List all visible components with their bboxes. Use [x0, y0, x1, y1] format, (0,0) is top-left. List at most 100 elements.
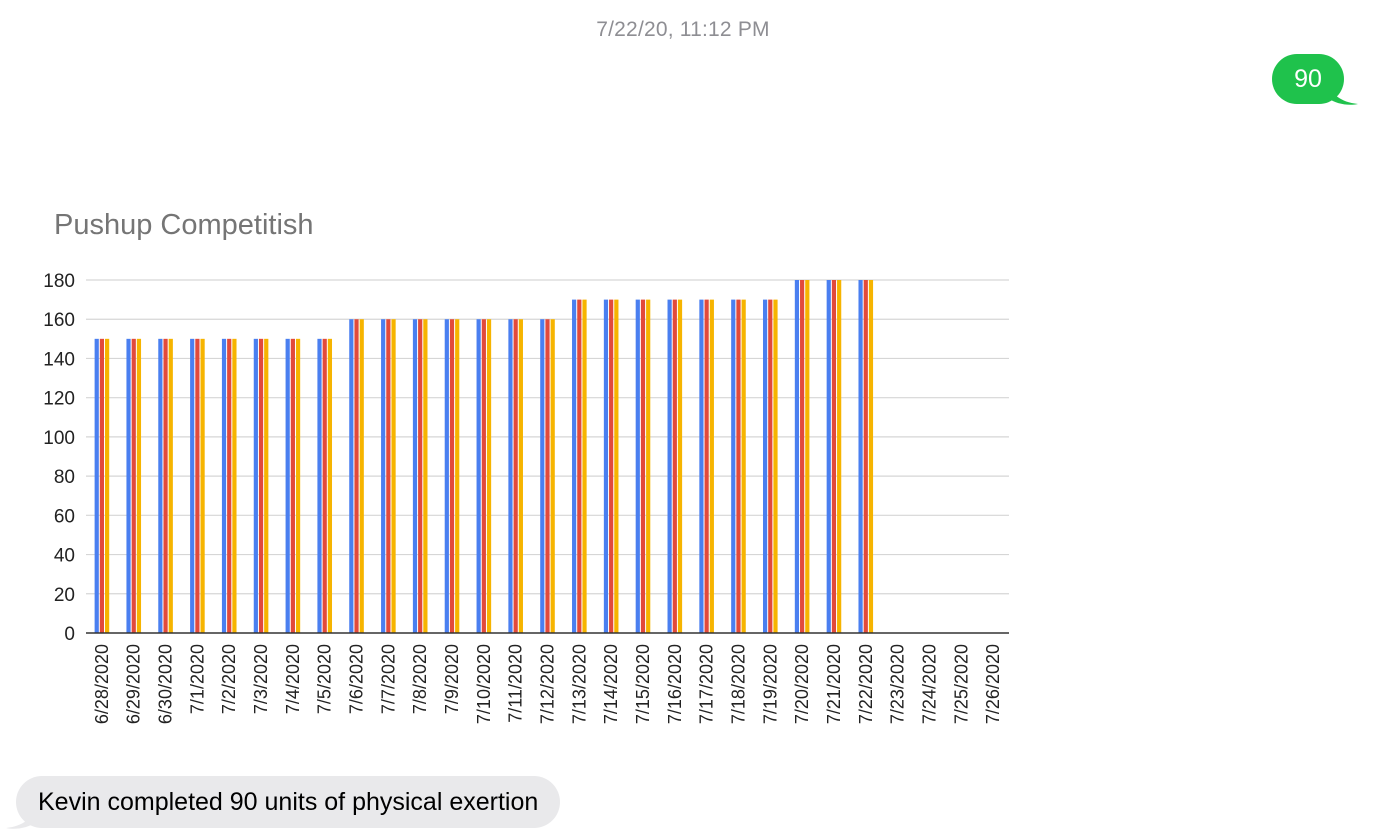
bar-series-2-7/13/2020: [577, 299, 582, 633]
x-tick-label: 7/25/2020: [951, 644, 971, 724]
bar-series-3-7/22/2020: [868, 280, 874, 633]
bar-series-3-6/28/2020: [105, 338, 110, 633]
x-tick-label: 7/22/2020: [856, 644, 876, 724]
bar-series-1-7/2/2020: [221, 338, 227, 633]
bar-series-1-7/6/2020: [349, 319, 354, 633]
x-tick-label: 7/16/2020: [665, 644, 685, 724]
y-axis-ticks: 0 20 40 60 80 100 120 140 160 180: [43, 271, 75, 645]
bar-series-2-7/9/2020: [449, 319, 455, 633]
bar-series-1-7/17/2020: [699, 299, 704, 633]
x-tick-label: 6/28/2020: [92, 644, 112, 724]
x-tick-label: 7/5/2020: [315, 644, 335, 714]
bar-series-1-7/3/2020: [253, 338, 258, 633]
bar-series-1-7/19/2020: [762, 299, 768, 633]
bar-series-2-7/2/2020: [227, 338, 232, 633]
bar-series-1-7/13/2020: [572, 299, 577, 633]
bar-series-3-7/6/2020: [359, 319, 364, 633]
bar-series-1-7/8/2020: [412, 319, 418, 633]
x-tick-label: 7/12/2020: [538, 644, 558, 724]
y-tick-label: 80: [54, 467, 75, 488]
bar-series-1-7/11/2020: [508, 319, 513, 633]
bar-series-1-7/12/2020: [540, 319, 545, 633]
bar-series-2-7/14/2020: [609, 299, 614, 633]
bar-series-1-7/10/2020: [476, 319, 481, 633]
x-tick-label: 7/24/2020: [919, 644, 939, 724]
incoming-bubble-tail: [6, 806, 36, 829]
chart-title: Pushup Competitish: [54, 209, 314, 241]
bar-series-1-6/29/2020: [126, 338, 131, 633]
bar-series-2-7/15/2020: [640, 299, 646, 633]
bar-series-1-7/1/2020: [190, 338, 195, 633]
bar-series-3-7/18/2020: [741, 299, 746, 633]
y-tick-label: 120: [43, 389, 75, 410]
y-tick-label: 180: [43, 271, 75, 292]
bar-series-3-7/9/2020: [455, 319, 460, 633]
message-timestamp: 7/22/20, 11:12 PM: [596, 18, 770, 41]
y-tick-label: 100: [43, 428, 75, 449]
bar-series-2-7/4/2020: [290, 338, 295, 633]
x-tick-label: 7/7/2020: [378, 644, 398, 714]
bar-series-3-7/13/2020: [582, 299, 587, 633]
bar-series-3-7/21/2020: [837, 280, 842, 633]
bar-series-2-6/28/2020: [99, 338, 105, 633]
x-tick-label: 6/30/2020: [156, 644, 176, 724]
bar-series-3-7/19/2020: [773, 299, 778, 633]
x-tick-label: 7/6/2020: [347, 644, 367, 714]
bar-series-1-7/14/2020: [603, 299, 609, 633]
bar-series-1-7/15/2020: [635, 299, 640, 633]
bar-series-2-7/10/2020: [481, 319, 486, 633]
bar-series-1-7/7/2020: [381, 319, 386, 633]
x-tick-label: 7/3/2020: [251, 644, 271, 714]
bar-series-2-7/1/2020: [195, 338, 200, 633]
bar-series-2-7/12/2020: [545, 319, 550, 633]
bar-series-2-7/21/2020: [831, 280, 837, 633]
bar-series-3-7/4/2020: [295, 338, 301, 633]
bar-series-3-7/14/2020: [614, 299, 619, 633]
bar-series-2-7/5/2020: [322, 338, 327, 633]
x-tick-label: 7/9/2020: [442, 644, 462, 714]
bar-series-3-7/3/2020: [264, 338, 269, 633]
bar-series-1-6/30/2020: [158, 338, 163, 633]
bar-series-1-7/9/2020: [444, 319, 449, 633]
bar-series-1-6/28/2020: [94, 338, 99, 633]
bar-series-2-6/29/2020: [131, 338, 136, 633]
x-tick-label: 7/20/2020: [792, 644, 812, 724]
bar-series-1-7/22/2020: [858, 280, 863, 633]
x-tick-label: 7/8/2020: [410, 644, 430, 714]
x-tick-label: 7/17/2020: [697, 644, 717, 724]
bar-series-1-7/20/2020: [794, 280, 800, 633]
bar-series-3-7/1/2020: [200, 338, 205, 633]
y-tick-label: 40: [54, 546, 75, 567]
x-tick-label: 7/18/2020: [728, 644, 748, 724]
x-tick-label: 7/26/2020: [983, 644, 1003, 724]
x-tick-label: 7/11/2020: [506, 644, 526, 723]
incoming-message-bubble[interactable]: Kevin completed 90 units of physical exe…: [16, 776, 561, 828]
x-axis-ticks: 6/28/2020 6/29/2020 6/30/2020 7/1/2020 7/2/2…: [92, 644, 1003, 724]
bar-series-3-6/30/2020: [168, 338, 173, 633]
chart-image[interactable]: Pushup Competitish 0 20 40 60 80 100 120 140 160…: [20, 196, 1030, 756]
bar-series-1-7/16/2020: [667, 299, 672, 633]
bar-series-2-7/3/2020: [258, 338, 264, 633]
bar-series-2-7/16/2020: [672, 299, 677, 633]
bar-chart: Pushup Competitish 0 20 40 60 80 100 120 140 160…: [43, 209, 1009, 724]
bar-series-1-7/18/2020: [731, 299, 736, 633]
bar-series-3-7/17/2020: [709, 299, 714, 633]
x-tick-label: 7/15/2020: [633, 644, 653, 724]
y-tick-label: 160: [43, 310, 75, 331]
x-tick-label: 7/23/2020: [888, 644, 908, 724]
y-tick-label: 60: [54, 506, 75, 527]
x-tick-label: 7/1/2020: [187, 644, 207, 714]
y-tick-label: 0: [64, 624, 75, 645]
bar-series-3-7/15/2020: [646, 299, 651, 633]
bar-series-1-7/21/2020: [826, 280, 831, 633]
bar-series-2-7/11/2020: [513, 319, 518, 633]
outgoing-message-bubble[interactable]: 90: [1272, 54, 1344, 104]
x-tick-label: 7/21/2020: [824, 644, 844, 724]
bar-series-2-7/17/2020: [704, 299, 709, 633]
bar-series-3-7/10/2020: [486, 319, 492, 633]
bar-series-2-7/22/2020: [863, 280, 868, 633]
x-tick-label: 7/14/2020: [601, 644, 621, 724]
bar-series-3-7/7/2020: [391, 319, 396, 633]
bar-series-3-7/11/2020: [518, 319, 523, 633]
